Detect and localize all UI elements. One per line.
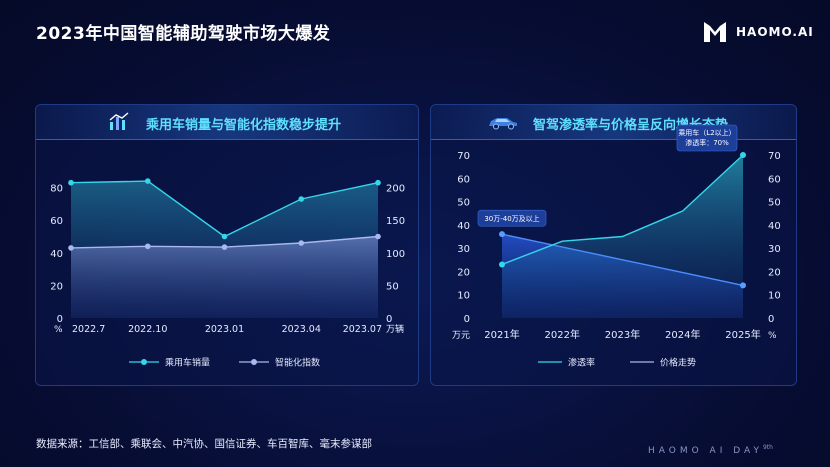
y-tick-label-left: 80: [50, 184, 63, 195]
x-tick-label: 2023.07: [343, 324, 382, 335]
x-tick-label: 2022.10: [128, 324, 167, 335]
series-line-penetration: [501, 154, 744, 266]
left-axis-unit: %: [54, 325, 63, 335]
y-tick-label-left: 20: [50, 281, 63, 292]
legend-label-sales: 乘用车销量: [165, 357, 210, 369]
y-tick-label-left: 0: [57, 314, 63, 325]
panel-header: 乘用车销量与智能化指数稳步提升: [36, 105, 418, 140]
data-point-index: [375, 233, 381, 240]
x-tick-label: 2023.01: [205, 324, 244, 335]
left-axis-unit: 万元: [452, 331, 470, 341]
chart-title: 乘用车销量与智能化指数稳步提升: [146, 118, 342, 133]
data-source: 数据来源：工信部、乘联会、中汽协、国信证券、车百智库、毫末参谋部: [36, 438, 372, 450]
page-title: 2023年中国智能辅助驾驶市场大爆发: [36, 24, 331, 44]
legend-label-index: 智能化指数: [275, 357, 320, 369]
y-tick-label-left: 70: [457, 151, 470, 162]
data-point-index: [68, 245, 74, 251]
annotation-text-penetration-line2: 渗透率：70%: [685, 138, 729, 147]
data-point-sales: [68, 179, 74, 186]
right-axis-unit: 万辆: [386, 323, 404, 335]
series-area-index: [71, 236, 378, 318]
y-tick-label-right: 150: [386, 216, 405, 227]
x-tick-label: 2021年: [484, 328, 519, 341]
x-tick-label: 2022年: [545, 328, 580, 341]
x-tick-label: 2023年: [605, 328, 640, 341]
y-tick-label-right: 0: [768, 314, 774, 325]
x-tick-label: 2024年: [665, 328, 700, 341]
y-tick-label-left: 40: [457, 221, 470, 232]
y-tick-label-right: 50: [386, 281, 399, 292]
data-point-sales: [144, 178, 151, 184]
logo-text: HAOMO.AI: [736, 25, 814, 39]
y-tick-label-right: 30: [768, 244, 781, 255]
y-tick-label-left: 60: [50, 216, 63, 227]
x-tick-label: 2025年: [725, 328, 760, 341]
y-tick-label-right: 70: [768, 151, 781, 162]
data-point-index: [221, 244, 228, 250]
annotation-text-price: 30万-40万及以上: [484, 214, 539, 223]
y-tick-label-right: 100: [386, 249, 405, 260]
data-point-price: [740, 282, 746, 289]
bar-chart-icon: [109, 112, 129, 130]
data-point-sales: [375, 179, 381, 186]
data-point-sales: [298, 196, 305, 202]
annotation-text-penetration-line1: 乘用车（L2以上）: [678, 128, 735, 137]
annotation-box-penetration: [676, 124, 738, 152]
car-icon: [489, 118, 517, 130]
data-point-index: [298, 240, 305, 246]
data-point-index: [144, 243, 151, 250]
y-tick-label-left: 10: [457, 291, 470, 302]
y-tick-label-right: 10: [768, 291, 781, 302]
logo: HAOMO.AI: [702, 19, 814, 45]
y-tick-label-left: 30: [457, 244, 470, 255]
data-point-penetration: [740, 152, 746, 158]
legend-marker-index: [251, 359, 257, 365]
series-line-price: [501, 233, 744, 287]
haomo-logo-icon: [704, 22, 726, 42]
data-point-price: [499, 231, 505, 238]
y-tick-label-left: 60: [457, 174, 470, 185]
data-point-sales: [221, 233, 228, 240]
y-tick-label-right: 50: [768, 198, 781, 209]
y-tick-label-right: 60: [768, 174, 781, 185]
y-tick-label-right: 20: [768, 267, 781, 278]
x-tick-label: 2022.7: [72, 324, 105, 335]
y-tick-label-right: 40: [768, 221, 781, 232]
legend-marker-sales: [141, 359, 147, 365]
footer-brand: HAOMO AI DAY9th: [648, 444, 773, 456]
y-tick-label-right: 200: [386, 184, 405, 195]
annotation-box-price: [477, 209, 547, 227]
y-tick-label-right: 0: [386, 314, 392, 325]
footer-edition: 9th: [762, 444, 773, 451]
y-tick-label-left: 20: [457, 267, 470, 278]
panel-header: 智驾渗透率与价格呈反向增长态势: [431, 105, 796, 140]
y-tick-label-left: 40: [50, 249, 63, 260]
right-axis-unit: %: [768, 331, 777, 341]
footer-brand-text: HAOMO AI DAY: [648, 446, 763, 456]
legend-label-penetration: 渗透率: [568, 357, 595, 369]
data-point-penetration: [499, 261, 505, 268]
y-tick-label-left: 50: [457, 198, 470, 209]
y-tick-label-left: 0: [464, 314, 470, 325]
x-tick-label: 2023.04: [282, 324, 321, 335]
legend-label-price: 价格走势: [660, 357, 696, 369]
